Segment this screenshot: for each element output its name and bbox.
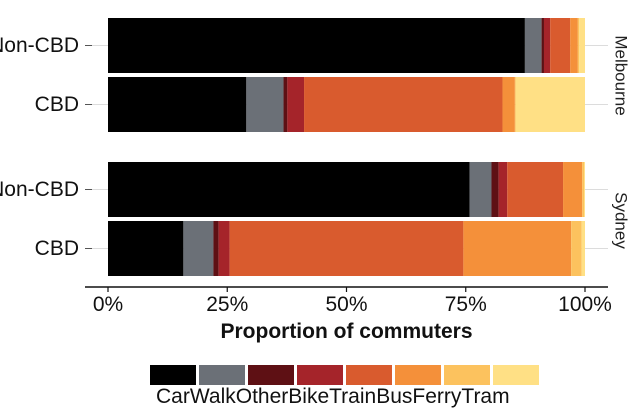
x-tick-label: 0%: [93, 293, 123, 316]
y-axis: Non-CBD CBD Non-CBD CBD: [0, 34, 92, 260]
x-axis-title: Proportion of commuters: [220, 320, 472, 343]
x-tick-label: 100%: [558, 293, 612, 316]
bar-sydney-non-cbd-car: [108, 162, 470, 217]
x-tick-label: 75%: [445, 293, 487, 316]
bar-melbourne-non-cbd-other: [541, 18, 544, 73]
legend-label-other: Other: [236, 385, 289, 408]
bar-sydney-non-cbd-tram: [584, 162, 585, 217]
bar-sydney-cbd-tram: [581, 221, 585, 276]
bar-sydney-non-cbd-walk: [469, 162, 492, 217]
legend-key-bus: [395, 365, 441, 385]
bar-melbourne-non-cbd-ferry: [577, 18, 580, 73]
bar-melbourne-non-cbd-walk: [524, 18, 542, 73]
bar-sydney-cbd-walk: [183, 221, 214, 276]
legend-label-train: Train: [329, 385, 376, 408]
facet-label-melbourne: Melbourne: [612, 35, 631, 115]
bar-sydney-non-cbd-bus: [563, 162, 583, 217]
legend-label-bike: Bike: [288, 385, 329, 408]
legend: Car Walk Other Bike Train Bus Ferry Tram: [150, 365, 539, 408]
bars: [108, 18, 585, 276]
legend-key-train: [346, 365, 392, 385]
bar-sydney-non-cbd-ferry: [582, 162, 585, 217]
bar-melbourne-cbd-car: [108, 77, 247, 132]
legend-label-tram: Tram: [461, 385, 509, 408]
bar-melbourne-non-cbd-bike: [543, 18, 551, 73]
bar-melbourne-non-cbd-tram: [579, 18, 585, 73]
bar-sydney-cbd-other: [213, 221, 219, 276]
bar-melbourne-cbd-tram: [515, 77, 585, 132]
x-axis: 0% 25% 50% 75% 100%: [85, 286, 612, 316]
bar-melbourne-cbd-ferry: [514, 77, 516, 132]
legend-key-bike: [297, 365, 343, 385]
bar-sydney-cbd-car: [108, 221, 184, 276]
gridlines: [85, 45, 608, 249]
y-tick-label: Non-CBD: [0, 34, 79, 57]
legend-key-ferry: [444, 365, 490, 385]
legend-key-walk: [199, 365, 245, 385]
x-tick-label: 25%: [206, 293, 248, 316]
legend-key-tram: [493, 365, 539, 385]
bar-sydney-cbd-bus: [463, 221, 572, 276]
bar-melbourne-non-cbd-car: [108, 18, 525, 73]
legend-label-bus: Bus: [376, 385, 412, 408]
bar-melbourne-cbd-other: [283, 77, 288, 132]
y-tick-label: CBD: [35, 237, 79, 260]
bar-sydney-cbd-train: [229, 221, 464, 276]
bar-melbourne-cbd-bike: [287, 77, 305, 132]
bar-melbourne-cbd-walk: [246, 77, 284, 132]
bar-sydney-cbd-bike: [218, 221, 230, 276]
bar-melbourne-non-cbd-bus: [570, 18, 578, 73]
bar-melbourne-cbd-bus: [502, 77, 515, 132]
bar-melbourne-non-cbd-train: [550, 18, 571, 73]
legend-label-ferry: Ferry: [412, 385, 461, 408]
bar-sydney-non-cbd-other: [491, 162, 499, 217]
y-tick-label: CBD: [35, 93, 79, 116]
facet-strips: Melbourne Sydney: [612, 35, 631, 249]
bar-sydney-non-cbd-train: [507, 162, 564, 217]
bar-melbourne-cbd-train: [304, 77, 503, 132]
x-tick-label: 50%: [325, 293, 367, 316]
bar-sydney-cbd-ferry: [571, 221, 582, 276]
bar-sydney-non-cbd-bike: [498, 162, 508, 217]
legend-label-walk: Walk: [190, 385, 236, 408]
legend-key-car: [150, 365, 196, 385]
legend-key-other: [248, 365, 294, 385]
facet-label-sydney: Sydney: [612, 192, 631, 249]
y-tick-label: Non-CBD: [0, 178, 79, 201]
legend-label-car: Car: [156, 385, 190, 408]
